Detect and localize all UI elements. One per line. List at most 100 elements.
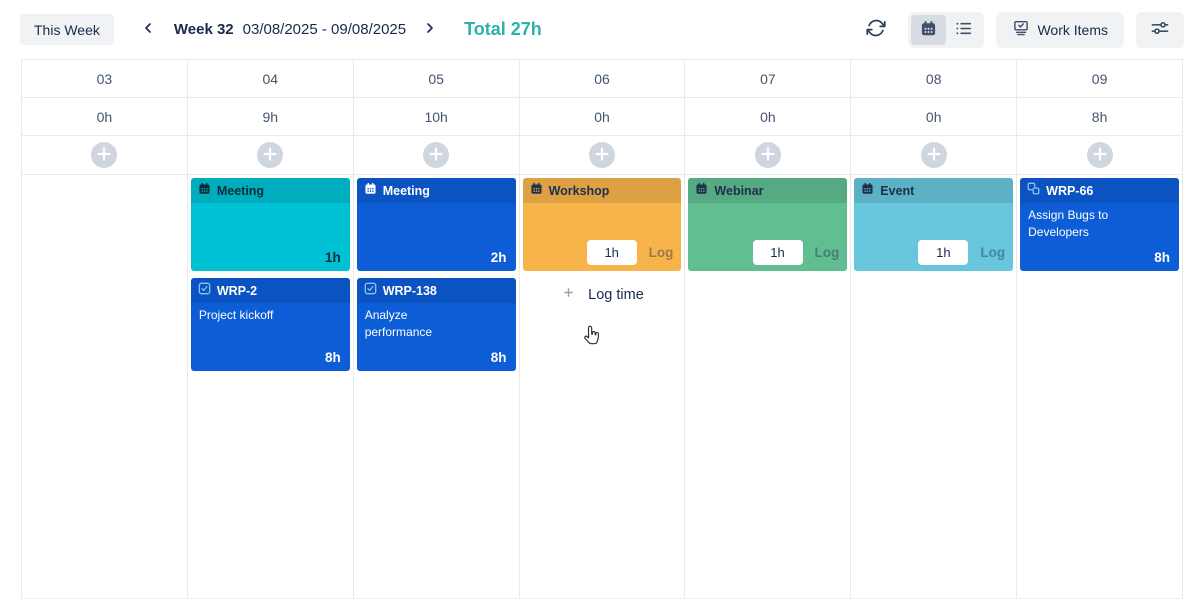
sliders-icon bbox=[1150, 18, 1170, 41]
day-total-hours: 0h bbox=[22, 98, 188, 135]
plus-icon bbox=[1087, 141, 1113, 170]
event-title: Event bbox=[880, 183, 915, 198]
day-total-hours: 8h bbox=[1017, 98, 1183, 135]
event-card-workshop[interactable]: Workshop Log bbox=[522, 178, 682, 271]
calendar-icon bbox=[695, 182, 708, 199]
calendar-icon bbox=[530, 182, 543, 199]
add-worklog-button[interactable] bbox=[257, 141, 284, 170]
day-column: WRP-66 Assign Bugs to Developers 8h bbox=[1017, 175, 1183, 598]
day-hours-row: 0h 9h 10h 0h 0h 0h 8h bbox=[22, 97, 1183, 135]
event-title: Meeting bbox=[382, 183, 430, 198]
day-column: Webinar Log bbox=[685, 175, 852, 598]
plus-icon bbox=[91, 141, 117, 170]
work-item-key: WRP-66 bbox=[1046, 183, 1094, 198]
calendar-icon bbox=[861, 182, 874, 199]
add-worklog-button[interactable] bbox=[920, 141, 947, 170]
log-button[interactable]: Log bbox=[648, 245, 674, 260]
day-column bbox=[22, 175, 188, 598]
view-toggle bbox=[908, 11, 985, 48]
day-total-hours: 0h bbox=[851, 98, 1018, 135]
log-button[interactable]: Log bbox=[980, 245, 1006, 260]
logged-hours: 8h bbox=[1154, 250, 1170, 265]
work-item-key: WRP-138 bbox=[382, 283, 437, 298]
filters-button[interactable] bbox=[1136, 11, 1184, 48]
work-items-button[interactable]: Work Items bbox=[996, 11, 1124, 48]
day-header: 04 bbox=[187, 60, 354, 97]
work-items-label: Work Items bbox=[1037, 21, 1108, 38]
list-view-tab[interactable] bbox=[946, 15, 981, 45]
calendar-view-tab[interactable] bbox=[911, 14, 947, 45]
plus-icon bbox=[257, 141, 283, 170]
add-worklog-row bbox=[22, 135, 1183, 174]
event-card-meeting[interactable]: Meeting 2h bbox=[356, 178, 516, 271]
plus-icon bbox=[921, 141, 947, 170]
work-item-summary: Analyze performance bbox=[364, 308, 433, 339]
chevron-right-icon bbox=[422, 20, 438, 39]
logged-hours: 2h bbox=[490, 250, 507, 265]
day-header: 03 bbox=[22, 60, 188, 97]
day-column: Workshop Log Log time bbox=[519, 175, 686, 598]
day-header: 06 bbox=[519, 60, 686, 97]
day-column: Meeting 1h WRP-2 Project kickoff 8h bbox=[187, 175, 354, 598]
chevron-left-icon bbox=[140, 20, 156, 39]
previous-week-button[interactable] bbox=[136, 16, 160, 43]
plus-icon bbox=[560, 284, 577, 305]
worklog-body: Meeting 1h WRP-2 Project kickoff 8h bbox=[22, 174, 1183, 599]
day-column: Meeting 2h WRP-138 Analyze performance 8… bbox=[353, 175, 520, 598]
next-week-button[interactable] bbox=[418, 16, 442, 43]
event-card-webinar[interactable]: Webinar Log bbox=[688, 178, 848, 271]
plus-icon bbox=[755, 141, 781, 170]
day-header: 08 bbox=[851, 60, 1018, 97]
day-header-row: 03 04 05 06 07 08 09 bbox=[22, 59, 1183, 97]
day-header: 07 bbox=[685, 60, 852, 97]
list-view-icon bbox=[955, 20, 972, 40]
day-header: 09 bbox=[1017, 60, 1183, 97]
work-item-card[interactable]: WRP-66 Assign Bugs to Developers 8h bbox=[1020, 178, 1179, 271]
plus-icon bbox=[589, 141, 615, 170]
day-total-hours: 0h bbox=[519, 98, 686, 135]
plus-icon bbox=[423, 141, 449, 170]
add-worklog-button[interactable] bbox=[423, 141, 450, 170]
add-worklog-button[interactable] bbox=[754, 141, 781, 170]
add-worklog-button[interactable] bbox=[588, 141, 615, 170]
week-calendar-grid: 03 04 05 06 07 08 09 0h 9h 10h 0h 0h 0h … bbox=[21, 59, 1183, 599]
logged-hours: 1h bbox=[324, 250, 341, 265]
work-item-summary: Project kickoff bbox=[198, 308, 274, 322]
log-hours-input[interactable] bbox=[752, 240, 803, 265]
day-header: 05 bbox=[353, 60, 520, 97]
work-item-card[interactable]: WRP-2 Project kickoff 8h bbox=[190, 278, 350, 371]
week-date-range: 03/08/2025 - 09/08/2025 bbox=[242, 21, 407, 38]
week-number-label: Week 32 bbox=[173, 21, 234, 38]
log-hours-input[interactable] bbox=[918, 240, 969, 265]
day-total-hours: 9h bbox=[187, 98, 354, 135]
work-items-icon bbox=[1012, 19, 1030, 40]
log-hours-input[interactable] bbox=[586, 240, 637, 265]
day-total-hours: 10h bbox=[353, 98, 520, 135]
log-time-button[interactable]: Log time bbox=[523, 284, 682, 305]
this-week-button[interactable]: This Week bbox=[20, 14, 114, 45]
refresh-button[interactable] bbox=[862, 14, 890, 45]
work-item-key: WRP-2 bbox=[216, 283, 258, 298]
log-button[interactable]: Log bbox=[814, 245, 840, 260]
add-worklog-button[interactable] bbox=[91, 141, 118, 170]
work-item-card[interactable]: WRP-138 Analyze performance 8h bbox=[356, 278, 516, 371]
work-item-summary: Assign Bugs to Developers bbox=[1028, 208, 1109, 239]
add-worklog-button[interactable] bbox=[1086, 141, 1113, 170]
event-card-event[interactable]: Event Log bbox=[854, 178, 1014, 271]
logged-hours: 8h bbox=[324, 350, 341, 365]
event-title: Meeting bbox=[216, 183, 265, 198]
task-icon bbox=[364, 282, 377, 299]
event-title: Workshop bbox=[548, 183, 610, 198]
logged-hours: 8h bbox=[490, 350, 507, 365]
day-total-hours: 0h bbox=[685, 98, 852, 135]
event-card-meeting[interactable]: Meeting 1h bbox=[190, 178, 350, 271]
calendar-icon bbox=[198, 182, 211, 199]
task-icon bbox=[198, 282, 211, 299]
refresh-icon bbox=[866, 18, 887, 41]
toolbar: This Week Week 32 03/08/2025 - 09/08/202… bbox=[0, 0, 1200, 59]
calendar-icon bbox=[364, 182, 377, 199]
calendar-view-icon bbox=[920, 20, 937, 40]
day-column: Event Log bbox=[851, 175, 1018, 598]
event-title: Webinar bbox=[714, 183, 764, 198]
subtask-icon bbox=[1027, 182, 1040, 199]
